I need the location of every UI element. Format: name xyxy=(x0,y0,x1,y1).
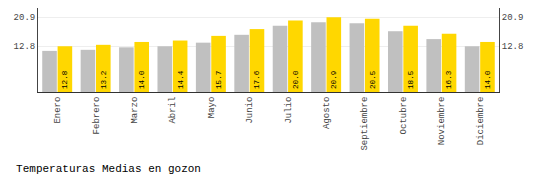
svg-text:Diciembre: Diciembre xyxy=(476,97,486,146)
svg-text:Mayo: Mayo xyxy=(207,97,217,119)
svg-text:14.0: 14.0 xyxy=(484,70,492,89)
svg-text:Temperaturas Medias en gozon: Temperaturas Medias en gozon xyxy=(16,163,201,174)
svg-text:Febrero: Febrero xyxy=(92,97,102,135)
svg-text:14.4: 14.4 xyxy=(177,70,185,89)
svg-text:20.9: 20.9 xyxy=(14,13,36,23)
svg-text:15.7: 15.7 xyxy=(215,71,223,89)
svg-text:20.9: 20.9 xyxy=(502,13,524,23)
svg-text:Julio: Julio xyxy=(284,97,294,124)
svg-text:16.3: 16.3 xyxy=(445,70,453,89)
svg-text:Septiembre: Septiembre xyxy=(360,97,370,151)
svg-text:13.2: 13.2 xyxy=(100,70,108,89)
svg-text:17.6: 17.6 xyxy=(253,70,261,89)
svg-text:Marzo: Marzo xyxy=(130,97,140,124)
svg-text:Abril: Abril xyxy=(168,97,178,124)
svg-text:Enero: Enero xyxy=(53,97,63,124)
svg-text:Agosto: Agosto xyxy=(322,97,332,129)
svg-text:14.0: 14.0 xyxy=(138,70,146,89)
svg-text:Junio: Junio xyxy=(245,97,255,124)
svg-text:12.8: 12.8 xyxy=(61,70,69,89)
svg-text:12.8: 12.8 xyxy=(502,42,524,52)
svg-text:20.0: 20.0 xyxy=(292,70,300,89)
svg-text:Octubre: Octubre xyxy=(399,97,409,135)
svg-text:20.9: 20.9 xyxy=(330,70,338,89)
svg-text:Noviembre: Noviembre xyxy=(437,97,447,146)
svg-text:12.8: 12.8 xyxy=(14,42,36,52)
svg-text:18.5: 18.5 xyxy=(407,70,415,89)
svg-text:20.5: 20.5 xyxy=(369,70,377,89)
